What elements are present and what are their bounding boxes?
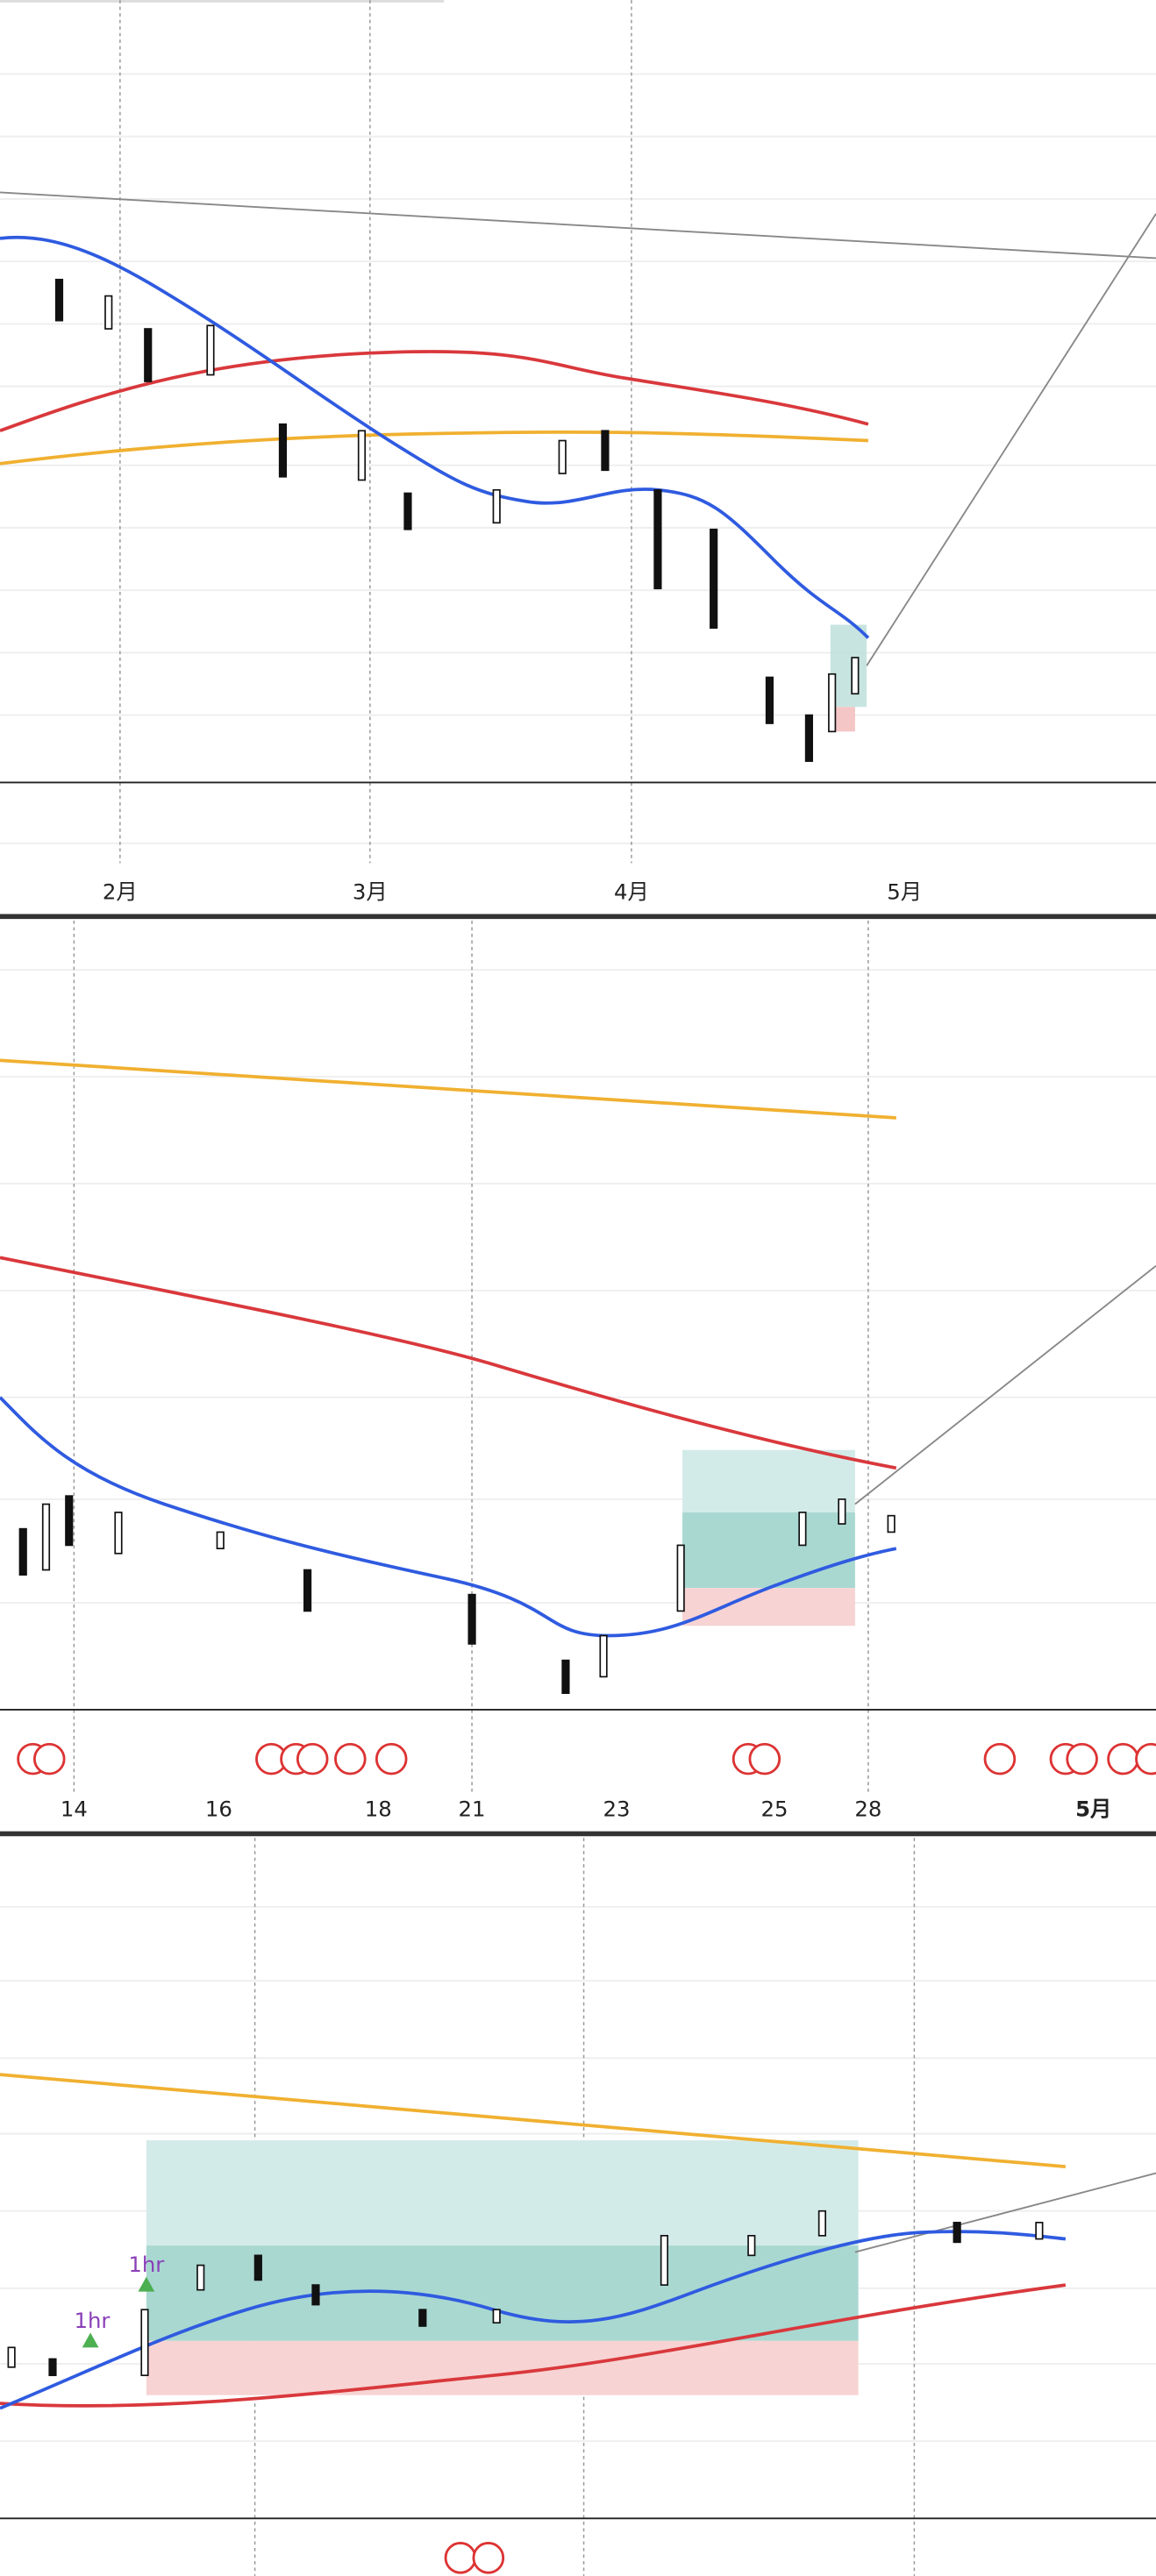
annotation: 1hr <box>75 2308 111 2333</box>
x-label: 2月 <box>103 879 138 905</box>
panel-hourly: 14 16 18 21 23 25 28 5月 <box>0 920 1156 1837</box>
annotation: 1hr <box>128 2252 165 2277</box>
x-label: 5月 <box>887 879 922 905</box>
panel-minute: 1hr 1hr <box>0 1838 1156 2576</box>
panel-daily: 2月 3月 4月 5月 <box>0 0 1156 920</box>
x-label: 25 <box>761 1797 789 1822</box>
x-label: 21 <box>459 1797 486 1822</box>
x-label: 3月 <box>353 879 388 905</box>
x-label: 18 <box>365 1797 392 1822</box>
x-label: 14 <box>61 1797 88 1822</box>
x-label: 4月 <box>614 879 649 905</box>
x-label: 5月 <box>1075 1797 1111 1822</box>
x-label: 28 <box>854 1797 881 1822</box>
x-label: 23 <box>603 1797 631 1822</box>
x-label: 16 <box>205 1797 232 1822</box>
